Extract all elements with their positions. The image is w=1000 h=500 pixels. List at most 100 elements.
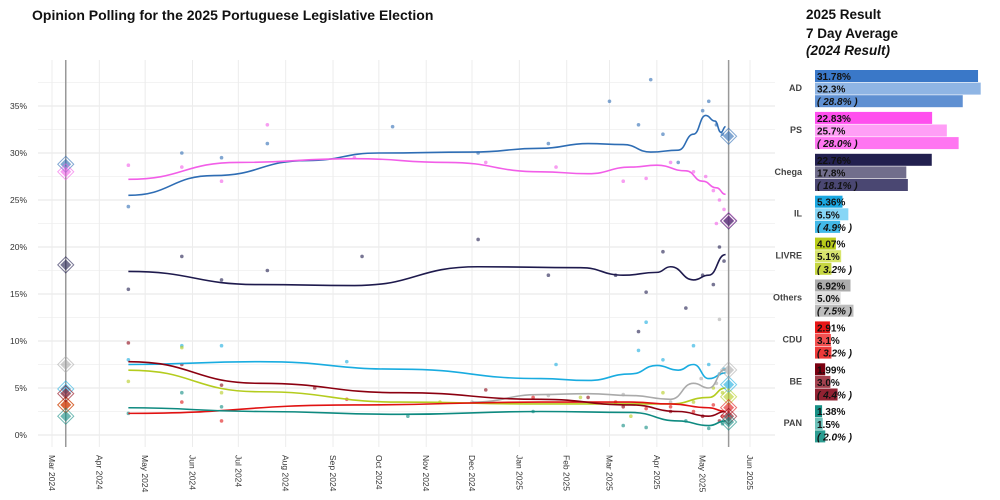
bar-2024-result [815,304,854,317]
poll-point [621,423,626,428]
bar-2025-result-label: 4.07% [817,240,845,251]
poll-point [219,383,224,387]
x-tick-label: Jun 2025 [745,455,755,490]
party-label: BE [789,376,802,386]
poll-point [691,343,696,348]
y-tick-label: 0% [15,430,28,440]
x-tick-label: Jan 2025 [514,455,524,490]
result-2024-heading: (2024 Result) [806,43,891,58]
poll-point [717,198,722,202]
result-bar-group-il: IL 5.36%6.5% ( 4.9% ) [794,195,853,234]
poll-point [219,343,224,348]
poll-point [676,160,681,165]
result-bar-group-others: Others 6.92%5.0% ( 7.5% ) [773,279,854,318]
poll-point [644,320,648,325]
poll-point [636,123,641,127]
diamond-fill [60,166,72,178]
x-tick-label: Jul 2024 [233,455,243,487]
poll-point [180,151,184,155]
poll-point [661,249,665,254]
trend-line-cdu [128,401,726,415]
poll-point [691,409,696,414]
poll-point [714,221,719,226]
bar-2024-result [815,388,838,401]
bar-2025-result-label: 1.99% [817,365,845,376]
seven-day-average-heading: 7 Day Average [806,26,899,41]
poll-point [684,306,688,310]
bar-2025-result-label: 22.76% [817,156,851,167]
result-2024-marker-others [57,355,75,374]
diamond-fill [723,215,735,227]
bar-7-day-average-label: 6.5% [817,210,840,221]
x-tick-label: Feb 2025 [562,455,572,491]
poll-point [717,245,722,249]
bar-2024-result [815,430,826,443]
poll-point [711,282,716,287]
result-2025-marker-others [719,361,738,379]
bar-2024-result [815,346,832,359]
x-tick-label: Jun 2024 [188,455,198,490]
bar-2025-result [815,363,826,376]
bar-7-day-average-label: 3.1% [817,336,840,347]
poll-point [219,278,224,282]
poll-point [390,124,395,129]
diamond-fill [723,410,735,422]
poll-point [180,400,184,404]
x-tick-label: May 2025 [698,455,708,493]
poll-point [636,348,641,353]
poll-point [531,395,535,400]
poll-point [706,362,711,367]
bar-2025-result [815,111,933,124]
poll-point [483,160,488,165]
poll-point [691,170,696,174]
bar-2024-result [815,262,832,275]
poll-point [661,132,665,136]
poll-point [180,345,184,350]
y-tick-label: 25% [10,195,27,205]
poll-point [711,403,716,407]
poll-point [219,405,224,409]
bar-7-day-average [815,124,947,137]
result-bar-group-be: BE 1.99% 3.0% ( 4.4% ) [789,363,853,402]
poll-point [722,207,726,212]
diamond-fill [723,379,735,391]
bar-7-day-average-label: 5.1% [817,252,840,263]
bar-7-day-average [815,250,842,263]
bar-2024-result-label: ( 4.9% ) [817,223,853,234]
bar-2025-result [815,153,932,166]
bar-2025-result [815,70,979,82]
poll-point [265,141,270,146]
trend-line-livre [128,369,726,405]
bar-7-day-average [815,417,823,430]
diamond-fill [60,359,72,370]
x-tick-label: Mar 2024 [47,455,57,491]
poll-point [706,426,711,431]
poll-points-il [126,320,726,376]
chart-title: Opinion Polling for the 2025 Portuguese … [32,7,434,23]
poll-point [312,386,317,390]
x-tick-label: Aug 2024 [281,455,291,492]
bar-2025-result-label: 1.38% [817,407,845,418]
party-label: LIVRE [775,251,802,261]
party-label: PS [790,125,802,135]
poll-point [711,188,716,193]
bar-2024-result-label: ( 7.5% ) [817,307,853,318]
poll-point [546,273,551,278]
party-label: PAN [784,418,802,428]
x-tick-label: Apr 2024 [94,455,104,490]
result-bar-group-cdu: CDU 2.91% 3.1% ( 3.2% ) [783,321,853,360]
poll-point [406,414,410,419]
poll-points-ps [126,123,726,226]
poll-point [661,358,665,362]
trend-line-chega [128,253,726,287]
result-bar-group-livre: LIVRE 4.07%5.1% ( 3.2% ) [775,237,853,276]
bar-7-day-average-label: 17.8% [817,168,845,179]
x-tick-label: Mar 2025 [604,455,614,491]
poll-points-ad [126,77,725,209]
x-tick-label: May 2024 [140,455,150,493]
x-tick-label: Sep 2024 [328,455,338,492]
bar-2024-result [815,137,959,150]
bar-2025-result-label: 31.78% [817,72,851,83]
party-label: CDU [783,334,803,344]
x-tick-label: Dec 2024 [467,455,477,492]
